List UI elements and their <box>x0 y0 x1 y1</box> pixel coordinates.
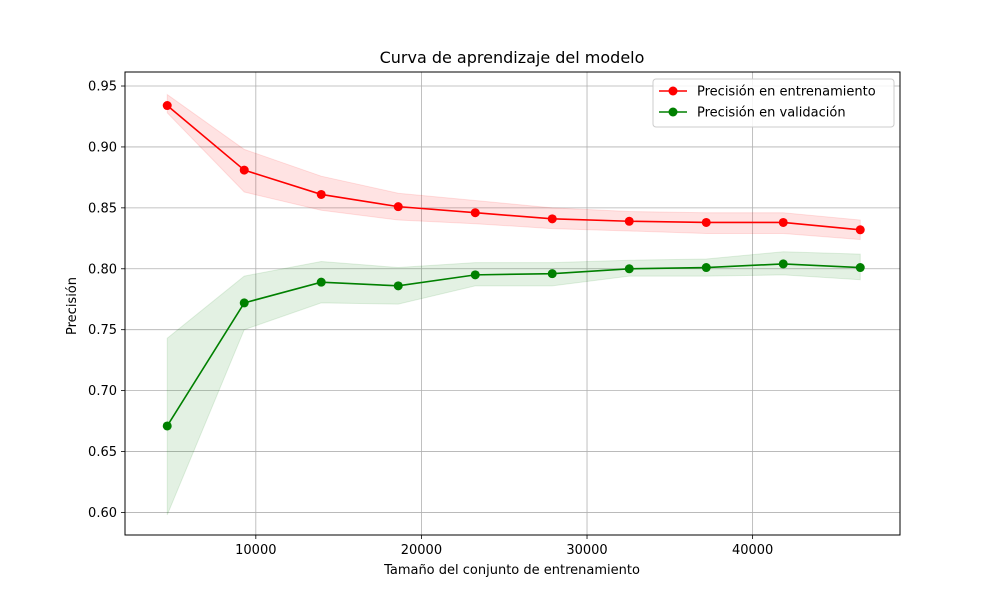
y-tick-label: 0.90 <box>88 140 117 155</box>
x-tick-label: 30000 <box>566 543 607 558</box>
series-1-point <box>547 269 557 279</box>
y-tick-label: 0.85 <box>88 201 117 216</box>
series-0-point <box>470 208 480 218</box>
series-1-point <box>239 298 249 308</box>
legend: Precisión en entrenamiento Precisión en v… <box>652 78 895 128</box>
legend-box <box>652 78 895 128</box>
y-tick-label: 0.70 <box>88 384 117 399</box>
y-tick-label: 0.65 <box>88 445 117 460</box>
legend-swatch-marker <box>668 86 678 96</box>
series-0-point <box>624 216 634 226</box>
series-0-point <box>778 217 788 227</box>
legend-label: Precisión en entrenamiento <box>697 85 876 100</box>
y-tick-label: 0.80 <box>88 262 117 277</box>
y-tick-label: 0.60 <box>88 506 117 521</box>
x-tick-label: 40000 <box>732 543 773 558</box>
series-0-band <box>166 93 861 241</box>
series-0-point <box>316 189 326 199</box>
series-0-point <box>855 225 865 235</box>
series-0-point <box>162 101 172 111</box>
series-1-point <box>316 277 326 287</box>
series-1-point <box>624 264 634 274</box>
plot-area: 10000 20000 30000 40000 0.60 0.65 0.70 0.75 0.80… <box>88 71 901 558</box>
y-tick-label: 0.95 <box>88 80 117 95</box>
series-1-point <box>778 259 788 269</box>
y-tick-label: 0.75 <box>88 323 117 338</box>
series-0-line <box>166 104 861 231</box>
series-1-point <box>470 270 480 280</box>
series-0-point <box>239 165 249 175</box>
x-axis-title: Tamaño del conjunto de entrenamiento <box>383 563 640 578</box>
series-1-point <box>855 263 865 273</box>
x-tick-label: 10000 <box>235 543 276 558</box>
series-1-line <box>166 263 861 427</box>
series-1-point <box>393 281 403 291</box>
legend-swatch-marker <box>668 107 678 117</box>
series-0-point <box>393 202 403 212</box>
chart-title: Curva de aprendizaje del modelo <box>380 48 645 67</box>
x-tick-label: 20000 <box>401 543 442 558</box>
series-1-point <box>701 263 711 273</box>
series-1-point <box>162 421 172 431</box>
y-axis-title: Precisión <box>65 277 80 335</box>
axes-frame <box>124 71 901 536</box>
series-0-point <box>547 214 557 224</box>
series-0-point <box>701 217 711 227</box>
legend-label: Precisión en validación <box>697 106 846 121</box>
series-1-band <box>166 251 861 516</box>
